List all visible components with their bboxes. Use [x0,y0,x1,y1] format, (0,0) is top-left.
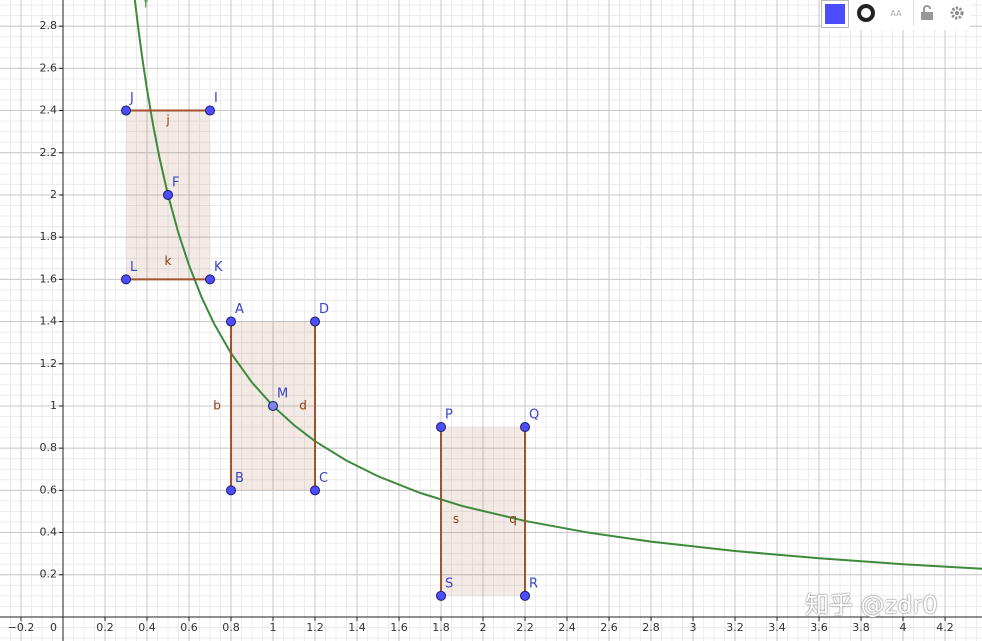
x-tick-label: 1.2 [306,621,324,634]
x-tick-label: 2.2 [516,621,534,634]
y-tick-label: 2.2 [40,146,58,159]
y-tick-label: 1.8 [40,230,58,243]
lock-icon [921,5,933,20]
segment-label: q [509,512,517,526]
point-label: Q [529,408,539,423]
point-label: P [445,408,453,423]
y-tick-label: 0.4 [40,526,58,539]
point-label: F [172,175,179,190]
style-toolbar: AA [821,0,970,30]
y-tick-label: 1.4 [40,315,58,328]
y-tick-label: 1.2 [40,357,58,370]
point-style-button[interactable] [853,0,879,26]
point [121,274,132,285]
y-tick-label: 0.2 [40,568,58,581]
point-label: R [529,576,538,591]
x-tick-label: 2.4 [558,621,576,634]
segment-label: j [165,113,169,127]
point-label: K [214,260,223,275]
y-tick-label: 0.6 [40,483,58,496]
point-label: A [235,302,244,317]
x-tick-label: 3.2 [726,621,744,634]
x-tick-label: 0.8 [222,621,240,634]
color-button[interactable] [821,0,849,28]
x-tick-label: 1.4 [348,621,366,634]
point [520,422,531,433]
point [205,105,216,116]
point-label: C [319,471,328,486]
y-tick-label: 0.8 [40,441,58,454]
x-tick-label: 0.6 [180,621,198,634]
x-tick-label: 1.8 [432,621,450,634]
point-label: M [277,386,288,401]
point-label: D [319,302,329,317]
x-tick-label: 4.2 [936,621,954,634]
lock-button[interactable] [913,0,940,26]
point [121,105,132,116]
x-tick-label: 3.4 [768,621,786,634]
y-tick-label: 1 [50,399,57,412]
point-label: S [445,576,453,591]
point-style-icon [857,4,875,22]
x-tick-label: −0.2 [8,621,35,634]
text-style-button[interactable]: AA [890,8,902,18]
point [310,485,321,496]
curve-label: f [144,0,149,11]
x-tick-label: 0.4 [138,621,156,634]
watermark: 知乎 @zdr0 [805,591,938,619]
segment-label: b [213,398,221,412]
y-tick-label: 2.6 [40,61,58,74]
point [436,422,447,433]
color-swatch [825,4,845,24]
x-tick-label: 1 [270,621,277,634]
x-tick-label: 4 [900,621,907,634]
point [436,590,447,601]
gear-icon [950,6,964,20]
point [205,274,216,285]
point [226,316,237,327]
segment-label: d [299,398,307,412]
point-label: L [130,260,138,275]
y-tick-label: 1.6 [40,272,58,285]
y-tick-label: 2.4 [40,104,58,117]
point-label: J [129,91,134,106]
origin-label: 0 [50,621,57,634]
x-tick-label: 3.8 [852,621,870,634]
point-label: B [235,471,244,486]
y-tick-label: 2 [50,188,57,201]
point [226,485,237,496]
point [520,590,531,601]
x-tick-label: 1.6 [390,621,408,634]
x-tick-label: 0.2 [96,621,114,634]
point [310,316,321,327]
segment-label: k [165,254,172,268]
point-label: I [214,91,218,106]
y-tick-label: 2.8 [40,19,58,32]
point [268,400,279,411]
segment-label: s [453,512,459,526]
x-tick-label: 2.8 [642,621,660,634]
point [163,189,174,200]
settings-button[interactable] [944,0,970,26]
x-tick-label: 2.6 [600,621,618,634]
x-tick-label: 3 [690,621,697,634]
x-tick-label: 2 [480,621,487,634]
x-tick-label: 3.6 [810,621,828,634]
